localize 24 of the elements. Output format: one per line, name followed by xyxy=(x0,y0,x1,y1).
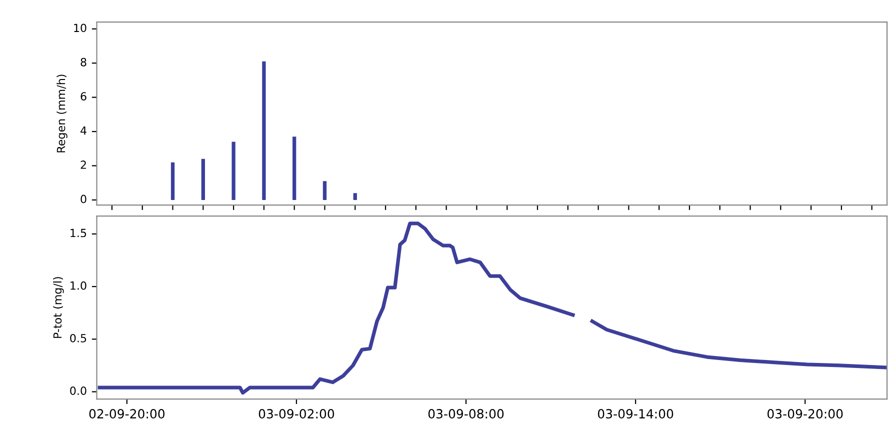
y-tick-label: 6 xyxy=(80,92,86,101)
x-tick-label: 03-09-08:00 xyxy=(428,409,504,419)
y-tick-label: 0 xyxy=(80,194,86,204)
y-tick-label: 10 xyxy=(74,24,86,32)
y-tick-label: 4 xyxy=(80,126,86,135)
y-tick-label: 8 xyxy=(80,58,86,66)
y-axis-title: Regen (mm/h) xyxy=(56,74,68,152)
bar xyxy=(262,61,266,200)
x-tick-label: 03-09-20:00 xyxy=(767,409,843,419)
y-axis-title: P-tot (mg/l) xyxy=(53,277,64,338)
y-tick-label: 2 xyxy=(80,160,86,169)
x-tick-label: 02-09-20:00 xyxy=(89,409,165,419)
bar xyxy=(201,158,205,200)
bar xyxy=(232,142,236,200)
y-tick-label: 0.5 xyxy=(70,334,86,342)
y-tick-label: 1.5 xyxy=(70,228,86,238)
bar xyxy=(322,181,327,200)
y-tick-label: 1.0 xyxy=(70,281,86,290)
y-tick-label: 0.0 xyxy=(70,386,86,395)
bar xyxy=(170,162,175,200)
bar xyxy=(353,193,357,200)
x-tick-label: 03-09-02:00 xyxy=(258,409,334,419)
bar xyxy=(292,136,296,200)
x-tick-label: 03-09-14:00 xyxy=(598,409,674,419)
